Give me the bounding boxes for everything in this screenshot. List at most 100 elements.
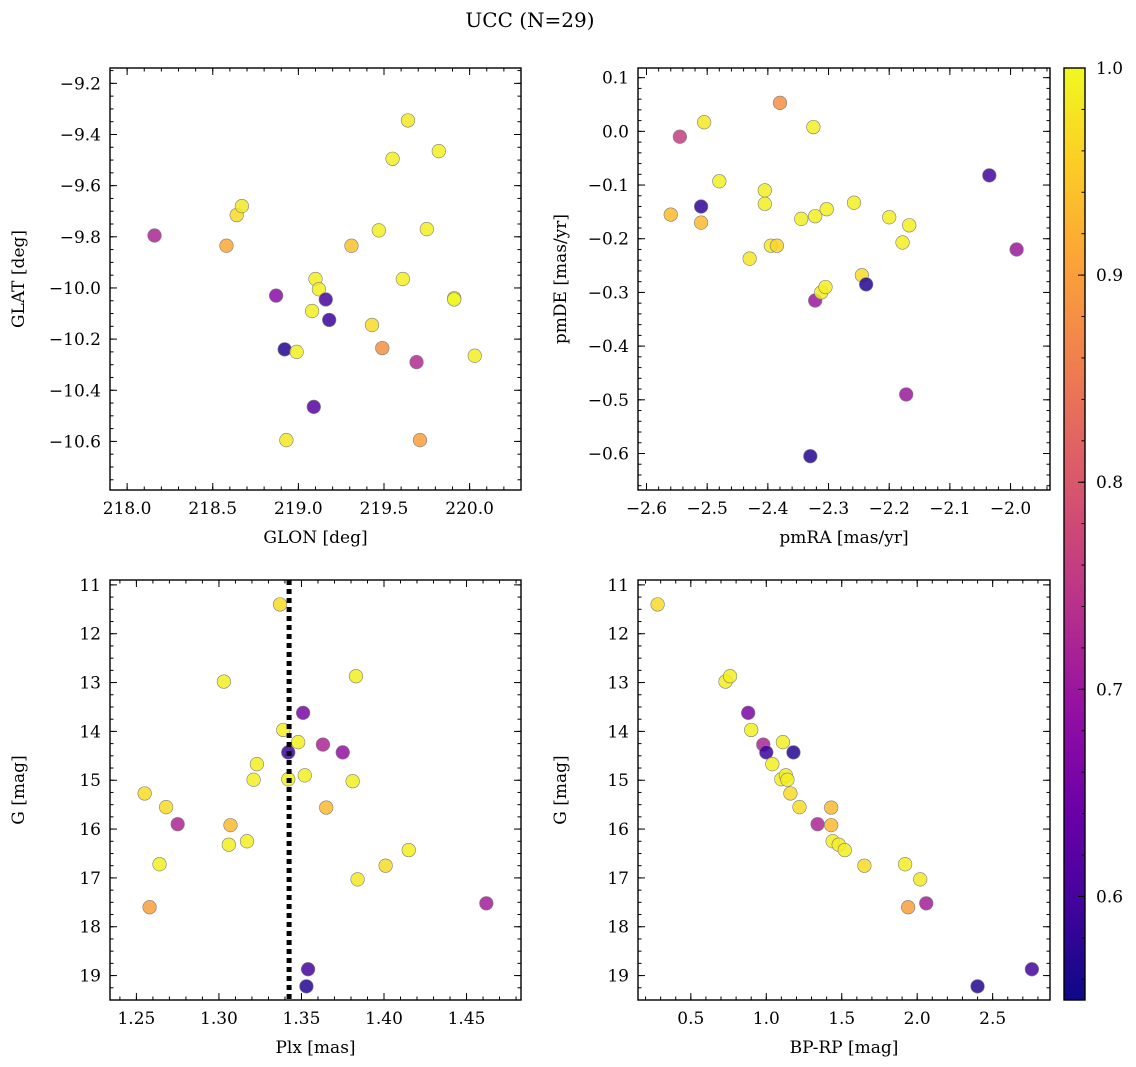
data-point [318, 292, 333, 307]
data-point [304, 303, 320, 319]
x-tick-label: 219.0 [274, 499, 323, 519]
y-tick-label: 16 [79, 820, 101, 840]
x-axis-label: pmRA [mas/yr] [779, 528, 908, 548]
axes-frame [637, 67, 1051, 491]
panel-4: 0.5 1.0 1.5 2.0 2.5 11 12 13 14 15 16 17 18 19 BP-RP [… [551, 576, 1051, 1058]
colorbar-tick-label: 0.8 [1096, 473, 1123, 493]
x-tick-label: 220.0 [445, 499, 494, 519]
x-tick-label: −2.1 [929, 499, 970, 519]
data-point [299, 979, 314, 994]
data-point [808, 209, 823, 224]
x-tick-label: 218.0 [103, 499, 152, 519]
panel-1: 218.0 218.5 219.0 219.5 220.0 −10.6 −10.4 −10.2… [9, 67, 522, 548]
y-tick-label: 17 [607, 869, 629, 889]
data-point [246, 772, 261, 787]
data-point [803, 449, 818, 464]
x-tick-label: 2.5 [979, 1009, 1006, 1029]
data-point [810, 817, 825, 832]
x-tick-label: 1.40 [365, 1009, 403, 1029]
data-point [694, 199, 709, 214]
y-tick-label: −0.5 [588, 391, 629, 411]
data-point [818, 279, 833, 295]
y-tick-label: 11 [79, 576, 101, 596]
y-axis-label: G [mag] [551, 755, 571, 824]
y-tick-label: 0.1 [602, 69, 629, 89]
data-point [272, 597, 288, 612]
figure-title: UCC (N=29) [465, 8, 594, 32]
y-tick-label: 16 [607, 820, 629, 840]
y-tick-label: 11 [607, 576, 629, 596]
data-point [291, 735, 306, 750]
y-axis-label: GLAT [deg] [9, 230, 29, 328]
data-point [694, 215, 709, 230]
scatter-points [650, 597, 1039, 994]
data-point [794, 211, 809, 226]
ticks [109, 68, 522, 490]
y-tick-label: 14 [79, 722, 101, 742]
data-point [757, 196, 772, 211]
y-tick-label: −10.0 [49, 279, 101, 299]
data-point [882, 210, 897, 225]
x-tick-label: 219.5 [360, 499, 409, 519]
data-point [775, 735, 790, 750]
x-tick-label: 1.35 [283, 1009, 321, 1029]
data-point [315, 737, 331, 752]
data-point [837, 842, 852, 858]
y-tick-label: −0.2 [588, 230, 629, 250]
data-point [409, 355, 424, 370]
data-point [824, 800, 839, 815]
y-tick-label: −0.6 [588, 444, 629, 464]
data-point [239, 834, 255, 849]
colorbar-tick-label: 0.7 [1096, 680, 1123, 700]
y-axis-label: G [mag] [9, 755, 29, 824]
axes-frame [109, 67, 522, 491]
data-point [970, 979, 985, 994]
x-tick-label: −2.5 [687, 499, 728, 519]
data-point [234, 199, 249, 214]
y-tick-label: 15 [79, 771, 101, 791]
y-axis-label: pmDE [mas/yr] [551, 214, 571, 344]
data-point [722, 669, 738, 684]
data-point [277, 342, 292, 357]
data-point [400, 113, 416, 128]
x-tick-label: 1.0 [753, 1009, 780, 1029]
x-tick-label: −2.3 [808, 499, 849, 519]
x-tick-label: 2.0 [904, 1009, 931, 1029]
x-tick-label: 1.5 [828, 1009, 855, 1029]
panel-2: −2.6 −2.5 −2.4 −2.3 −2.2 −2.1 −2.0 −0.6 −0.5 −0.4… [551, 67, 1051, 548]
data-point [902, 218, 917, 233]
data-point [279, 433, 294, 448]
data-point [431, 144, 446, 159]
data-point [447, 292, 462, 307]
y-tick-label: −9.8 [60, 228, 101, 248]
y-tick-label: 19 [79, 967, 101, 987]
data-point [1024, 962, 1039, 977]
data-point [306, 399, 321, 414]
x-tick-label: −2.6 [626, 499, 667, 519]
data-point [672, 129, 687, 144]
data-point [919, 896, 934, 911]
y-tick-label: −9.6 [60, 177, 101, 197]
y-tick-label: 13 [79, 674, 101, 694]
data-point [395, 271, 410, 287]
y-tick-label: 13 [607, 674, 629, 694]
data-point [783, 786, 798, 801]
y-tick-label: −0.4 [588, 337, 629, 357]
data-point [744, 722, 759, 738]
data-point [311, 282, 327, 297]
data-point [152, 857, 167, 872]
ticks [638, 580, 1050, 1001]
data-point [216, 674, 231, 689]
data-point [913, 872, 928, 887]
data-point [170, 817, 185, 832]
scatter-points [663, 95, 1024, 464]
data-point [742, 251, 757, 266]
y-tick-label: −0.3 [588, 283, 629, 303]
x-tick-label: −2.0 [990, 499, 1031, 519]
data-point [344, 238, 359, 253]
data-point [467, 348, 482, 363]
data-point [895, 235, 910, 250]
data-point [757, 183, 772, 198]
data-point [901, 900, 916, 915]
